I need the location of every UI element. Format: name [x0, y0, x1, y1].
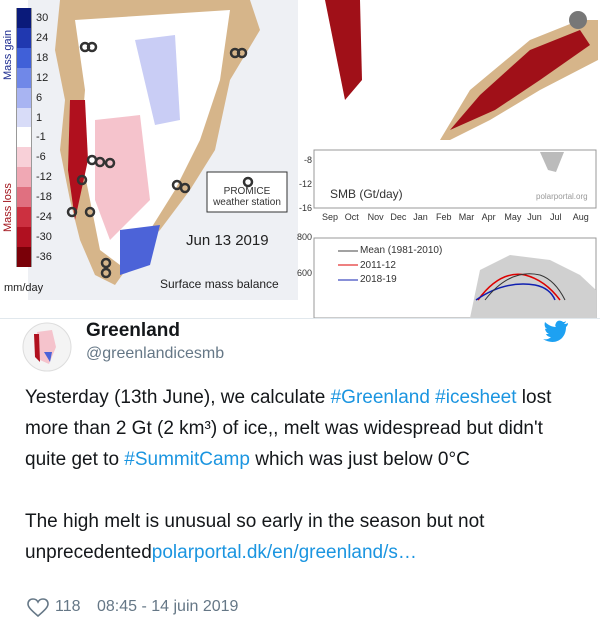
text: The high melt is unusual so early in the…: [25, 511, 485, 563]
month-label: Jan: [413, 212, 428, 222]
colorbar-swatch: [16, 167, 32, 188]
colorbar-label: 1: [36, 111, 43, 124]
legend-label: 2011-12: [360, 259, 396, 271]
colorbar-swatch: [16, 127, 32, 148]
maps: [28, 0, 598, 318]
colorbar-swatch: [16, 8, 32, 28]
colorbar-label: -30: [36, 230, 52, 243]
tweet-image[interactable]: 30 24 18 12 6 1 -1 -6 -12 -18 -24 -30 -36 Mass gain …: [0, 0, 600, 319]
colorbar-label: -24: [36, 211, 52, 223]
avatar[interactable]: [22, 322, 72, 372]
colorbar-swatch: [16, 67, 32, 88]
month-label: Sep: [322, 212, 339, 222]
colorbar-swatch: [16, 246, 32, 267]
station-line: PROMICE: [223, 186, 271, 197]
text: which was just below 0°C: [249, 449, 470, 470]
link[interactable]: #SummitCamp: [124, 449, 250, 470]
month-label: Aug: [572, 212, 589, 222]
colorbar-label: -6: [36, 151, 46, 164]
month-label: Dec: [390, 212, 407, 222]
colorbar-label: -36: [36, 250, 52, 263]
twitter-logo[interactable]: [543, 320, 569, 342]
colorbar-label: -1: [36, 131, 46, 144]
tweet-text: Yesterday (13th June), we calculate #Gre…: [25, 382, 585, 599]
like-icon[interactable]: [27, 598, 49, 618]
mass-gain-label: Mass gain: [2, 29, 14, 80]
text: Yesterday (13th June), we calculate: [25, 387, 331, 408]
colorbar-swatch: [16, 87, 32, 108]
month-label: Mar: [458, 212, 475, 222]
paragraph: The high melt is unusual so early in the…: [25, 506, 585, 568]
legend-label: Mean (1981-2010): [360, 245, 443, 256]
melt-tick-label: 800: [296, 232, 312, 242]
like-count[interactable]: 118: [55, 598, 81, 615]
link[interactable]: polarportal.dk/en/greenland/s…: [151, 542, 417, 563]
colorbar-swatch: [16, 187, 32, 208]
station-label: PROMICE weather station: [207, 186, 287, 208]
month-label: Jul: [550, 212, 562, 222]
smb-tick-label: -12: [298, 179, 312, 189]
text: lost more than 2 Gt (2 km³) of ice,, mel…: [25, 387, 552, 470]
colorbar-swatch: [16, 226, 32, 247]
colorbar-label: 24: [36, 31, 49, 44]
mass-loss-label: Mass loss: [2, 183, 14, 232]
station-line: weather station: [213, 197, 281, 208]
smb-source: polarportal.org: [536, 192, 588, 201]
month-label: Jun: [527, 212, 542, 222]
link[interactable]: #icesheet: [435, 387, 517, 408]
colorbar-swatch: [16, 147, 32, 168]
month-label: Feb: [436, 212, 452, 222]
link[interactable]: #Greenland: [330, 387, 430, 408]
colorbar-label: 6: [36, 91, 43, 104]
colorbar-label: 18: [36, 51, 49, 64]
month-label: Nov: [367, 212, 384, 222]
paragraph: Yesterday (13th June), we calculate #Gre…: [25, 382, 585, 475]
smb-title: SMB (Gt/day): [330, 187, 403, 201]
colorbar-label: -12: [36, 171, 52, 184]
colorbar-swatch: [16, 47, 32, 68]
colorbar-swatch: [16, 207, 32, 227]
display-name[interactable]: Greenland: [86, 320, 180, 341]
colorbar-swatch: [16, 27, 32, 48]
legend-label: 2018-19: [360, 274, 397, 285]
map-date: Jun 13 2019: [186, 232, 269, 249]
month-label: May: [504, 212, 522, 222]
smb-tick-label: -16: [298, 203, 312, 213]
timestamp[interactable]: 08:45 - 14 juin 2019: [97, 598, 239, 615]
month-label: Apr: [481, 212, 496, 222]
map-caption: Surface mass balance: [160, 277, 279, 291]
handle[interactable]: @greenlandicesmb: [86, 345, 225, 362]
colorbar-label: 12: [36, 71, 49, 84]
colorbar-swatch: [16, 107, 32, 128]
month-label: Oct: [344, 212, 359, 222]
colorbar-label: -18: [36, 191, 52, 204]
unit-label: mm/day: [4, 282, 44, 294]
smb-tick-label: -8: [303, 155, 312, 165]
melt-tick-label: 600: [296, 268, 312, 278]
colorbar-label: 30: [36, 12, 49, 24]
